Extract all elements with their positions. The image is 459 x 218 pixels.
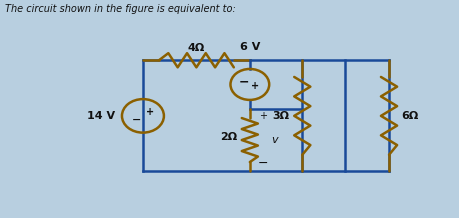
- Text: −: −: [239, 75, 249, 88]
- Text: 14 V: 14 V: [86, 111, 115, 121]
- Text: 6 V: 6 V: [240, 42, 260, 52]
- Text: The circuit shown in the figure is equivalent to:: The circuit shown in the figure is equiv…: [5, 4, 235, 14]
- Text: 2Ω: 2Ω: [220, 132, 237, 142]
- Text: +: +: [259, 111, 267, 121]
- Text: +: +: [252, 81, 259, 91]
- Text: −: −: [131, 115, 141, 125]
- Text: +: +: [146, 107, 154, 117]
- Text: 3Ω: 3Ω: [273, 111, 290, 121]
- Text: −: −: [257, 157, 268, 170]
- Text: 6Ω: 6Ω: [401, 111, 419, 121]
- Text: 4Ω: 4Ω: [188, 43, 205, 53]
- Text: v: v: [272, 135, 278, 145]
